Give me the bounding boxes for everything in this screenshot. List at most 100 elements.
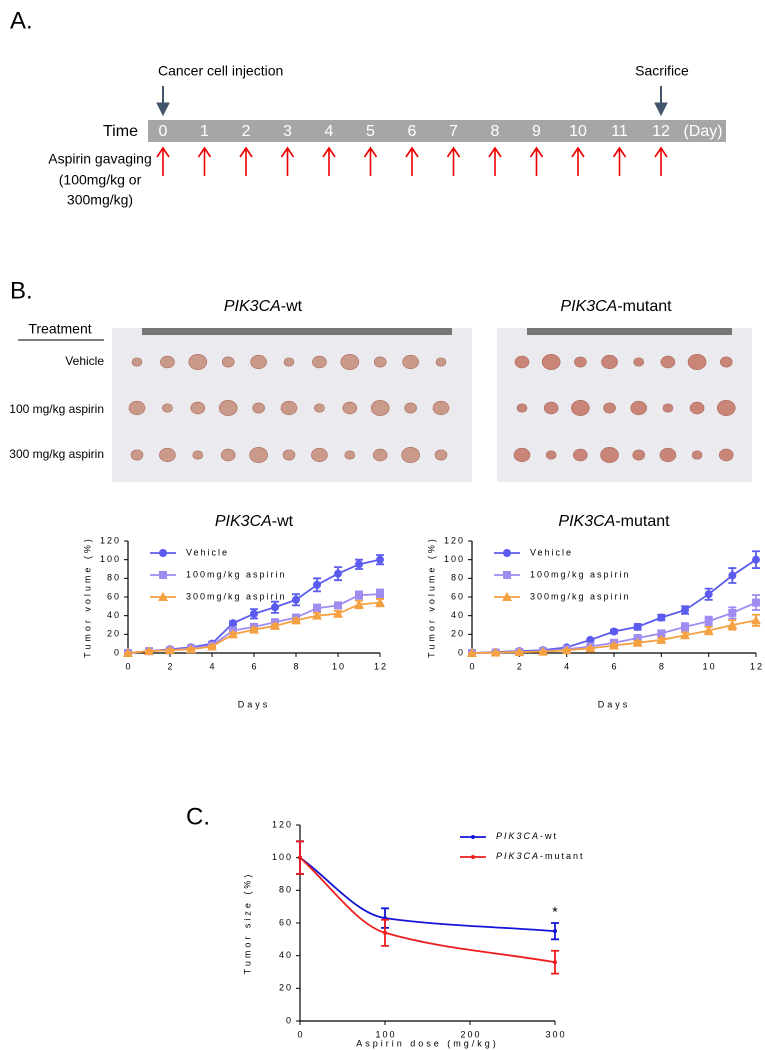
data-point — [704, 590, 713, 599]
tumor — [344, 450, 356, 460]
data-point — [313, 604, 321, 613]
day-label: 11 — [611, 123, 628, 140]
day-label: 6 — [408, 123, 417, 140]
x-tick-label: 4 — [209, 661, 216, 671]
legend-label: 100mg/kg aspirin — [530, 569, 631, 579]
tumor — [633, 357, 645, 367]
data-point — [312, 610, 322, 620]
tumor — [282, 449, 296, 461]
y-tick-label: 80 — [451, 573, 465, 583]
y-tick-label: 100 — [272, 852, 293, 862]
day-label: 7 — [449, 123, 458, 140]
tumor — [662, 403, 674, 413]
y-tick-label: 100 — [444, 554, 465, 564]
day-label: 2 — [242, 123, 251, 140]
data-point — [165, 645, 175, 655]
x-tick-label: 8 — [659, 661, 666, 671]
data-point — [355, 591, 363, 600]
tumor — [372, 448, 388, 462]
y-axis-label: Tumor volume (%) — [82, 536, 92, 658]
tumor — [514, 355, 530, 369]
day-label: 1 — [200, 123, 209, 140]
y-tick-label: 40 — [107, 610, 121, 620]
data-point — [727, 620, 738, 629]
gavage-arrow — [239, 146, 253, 176]
tumor — [131, 357, 143, 367]
data-point — [298, 855, 302, 860]
y-tick-label: 120 — [272, 819, 293, 829]
x-tick-label: 0 — [125, 661, 132, 671]
data-point — [728, 571, 737, 580]
data-point — [633, 622, 642, 631]
gavage-arrow — [156, 146, 170, 176]
data-point — [229, 619, 237, 628]
gavage-arrow — [571, 146, 585, 176]
day-label: 10 — [569, 123, 587, 140]
x-tick-label: 2 — [167, 661, 174, 671]
tumor — [280, 400, 298, 416]
tumor — [218, 400, 238, 416]
tumor — [160, 355, 175, 369]
tumor — [190, 401, 206, 415]
data-point — [249, 624, 259, 634]
y-axis-label: Tumor volume (%) — [426, 536, 436, 658]
x-tick-label: 10 — [332, 661, 346, 671]
tumor — [128, 400, 146, 416]
tumor — [404, 402, 417, 414]
data-point — [751, 615, 761, 625]
gavage-label: (100mg/kg or — [59, 172, 142, 188]
legend-label: 100mg/kg aspirin — [186, 569, 287, 579]
tumor — [370, 400, 390, 416]
day-label: 3 — [283, 123, 292, 140]
x-tick-label: 0 — [469, 661, 476, 671]
tumor — [252, 402, 265, 414]
tumor — [188, 354, 208, 370]
data-point — [313, 580, 321, 589]
tumor — [342, 401, 358, 415]
data-point — [657, 613, 666, 622]
gavage-arrow — [446, 146, 461, 176]
data-point — [632, 637, 643, 647]
tumor — [402, 354, 419, 370]
tumor — [516, 403, 528, 413]
unit-label: (Day) — [683, 123, 722, 140]
legend-label: PIK3CA-wt — [496, 831, 558, 841]
tumor — [687, 354, 707, 370]
y-axis-label: Tumor size (%) — [242, 872, 252, 975]
tumor-photo — [497, 328, 752, 482]
y-tick-label: 0 — [286, 1015, 293, 1025]
tumor — [571, 400, 590, 416]
data-point — [586, 635, 595, 644]
treatment-label: 300 mg/kg aspirin — [9, 447, 104, 461]
tumor — [249, 447, 268, 463]
x-axis-label: Aspirin dose (mg/kg) — [356, 1038, 499, 1048]
data-point — [334, 601, 342, 610]
tumor — [159, 447, 176, 463]
treatment-label: 100 mg/kg aspirin — [9, 402, 104, 416]
tumor — [283, 357, 295, 367]
legend-marker — [471, 855, 475, 859]
tumor — [573, 448, 588, 462]
data-point — [490, 647, 501, 657]
x-tick-label: 8 — [293, 661, 300, 671]
data-point — [228, 629, 238, 639]
tumor — [312, 355, 327, 369]
day-label: 9 — [532, 123, 541, 140]
data-point — [376, 590, 384, 599]
panel-label: B. — [10, 277, 33, 304]
day-label: 12 — [652, 123, 670, 140]
data-point — [681, 606, 689, 615]
x-tick-label: 300 — [545, 1029, 566, 1039]
gavage-arrow — [488, 146, 502, 176]
photo-ruler — [142, 328, 452, 335]
data-point — [553, 960, 557, 965]
y-tick-label: 100 — [100, 554, 121, 564]
data-point — [752, 598, 760, 607]
tumor — [434, 449, 448, 461]
data-point — [355, 560, 363, 569]
tumor — [432, 400, 450, 416]
day-label: 4 — [325, 123, 334, 140]
tumor — [691, 450, 703, 460]
data-point — [561, 645, 572, 655]
